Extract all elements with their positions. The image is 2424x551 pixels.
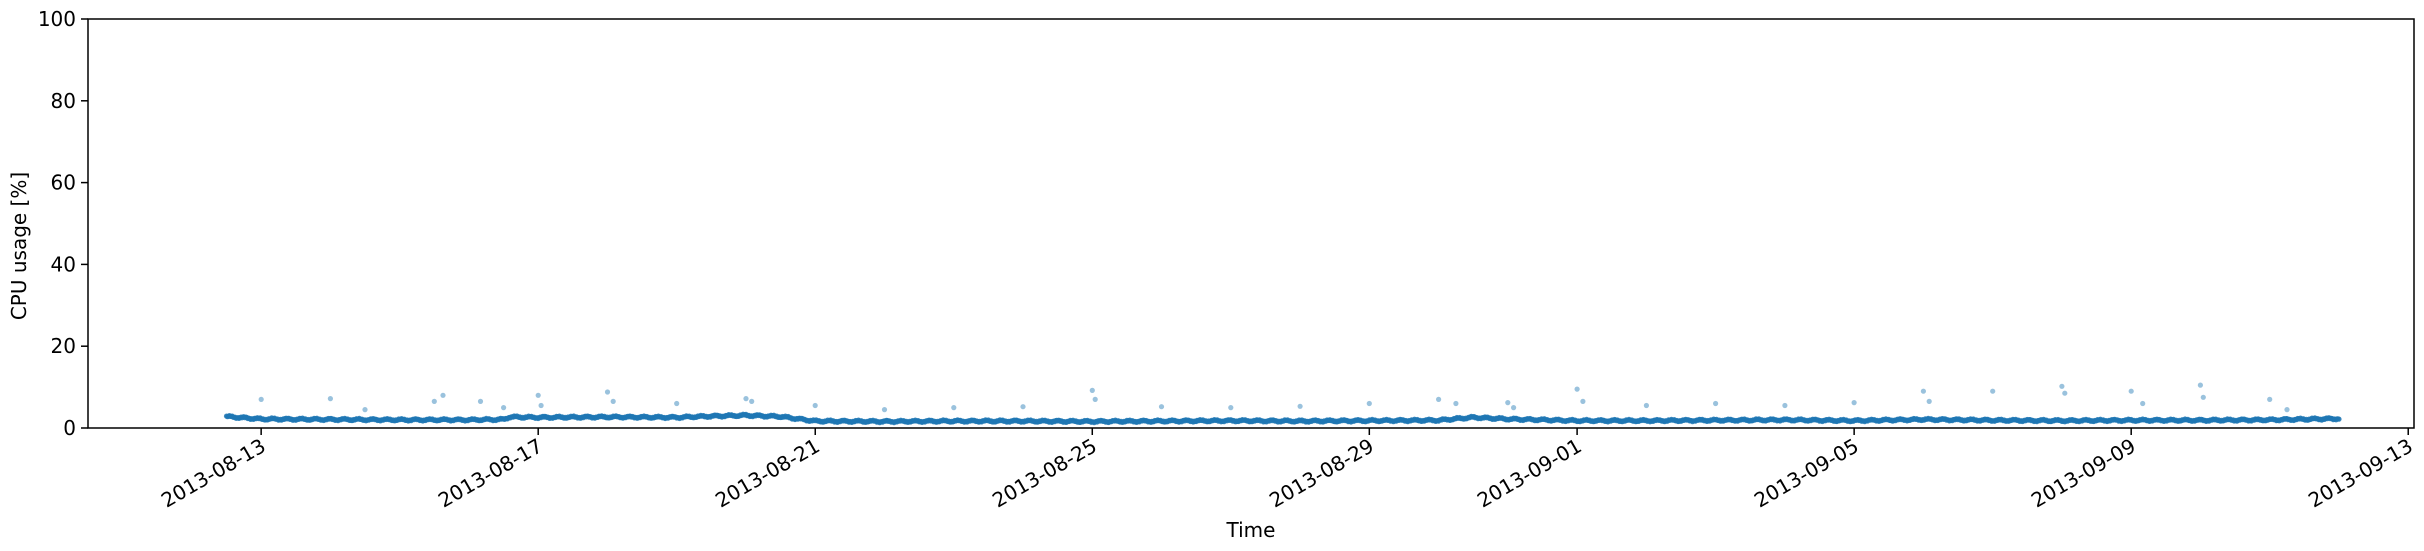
outlier-point	[674, 400, 680, 407]
outlier-point	[1453, 400, 1459, 407]
outlier-point	[2200, 394, 2206, 400]
outlier-point	[327, 396, 333, 402]
outlier-point	[1020, 404, 1026, 410]
plot-frame	[87, 18, 2415, 429]
x-tick-label: 2013-09-09	[2027, 434, 2140, 513]
outlier-point	[951, 405, 957, 411]
plot-content	[223, 382, 2342, 426]
x-tick-label: 2013-08-17	[434, 434, 547, 513]
outlier-point	[431, 398, 437, 404]
outlier-point	[2284, 407, 2290, 413]
y-tick-label: 0	[63, 416, 76, 440]
x-tick-label: 2013-08-25	[988, 434, 1101, 513]
outlier-point	[1990, 388, 1996, 394]
outlier-point	[535, 392, 541, 398]
outlier-point	[2059, 383, 2065, 389]
outlier-point	[1511, 405, 1517, 411]
x-axis-label: Time	[1226, 518, 1276, 542]
x-tick-label: 2013-08-13	[157, 434, 270, 513]
y-tick-label: 100	[38, 7, 76, 31]
outlier-point	[1782, 402, 1788, 409]
outlier-point	[749, 398, 755, 404]
outlier-point	[881, 407, 888, 413]
outlier-point	[2140, 400, 2146, 407]
outlier-point	[1366, 400, 1372, 407]
outlier-point	[1228, 405, 1234, 411]
outlier-point	[362, 407, 368, 413]
outlier-point	[1926, 398, 1932, 404]
outlier-point	[1574, 386, 1580, 392]
outlier-point	[1436, 396, 1442, 402]
y-tick-label: 60	[51, 171, 76, 195]
outlier-point	[440, 392, 446, 398]
outlier-point	[1158, 404, 1165, 410]
outlier-point	[1089, 387, 1095, 393]
outlier-point	[1505, 400, 1511, 406]
x-tick-label: 2013-09-13	[2304, 434, 2417, 513]
y-tick-label: 80	[51, 89, 76, 113]
outlier-point	[477, 398, 484, 404]
outlier-point	[1851, 400, 1857, 406]
data-point	[2336, 416, 2342, 422]
outlier-point	[501, 405, 507, 411]
y-axis-label: CPU usage [%]	[7, 172, 31, 320]
outlier-point	[1713, 400, 1719, 407]
outlier-point	[604, 389, 611, 395]
x-tick-label: 2013-09-01	[1473, 434, 1586, 513]
outlier-point	[812, 402, 818, 409]
x-tick-label: 2013-08-21	[711, 434, 824, 513]
outlier-point	[2128, 388, 2134, 394]
outlier-point	[1092, 396, 1098, 402]
outlier-point	[1297, 403, 1303, 409]
outlier-point	[1920, 388, 1926, 394]
x-tick-label: 2013-09-05	[1750, 434, 1863, 513]
outlier-point	[1580, 398, 1586, 404]
y-tick-label: 20	[51, 334, 76, 358]
outlier-point	[1643, 402, 1649, 409]
y-tick-label: 40	[51, 252, 76, 276]
outlier-point	[538, 402, 544, 409]
outlier-point	[610, 398, 616, 404]
outlier-point	[2267, 396, 2273, 402]
x-axis: 2013-08-13 2013-08-17 2013-08-21 2013-08-25…	[157, 428, 2417, 512]
outlier-point	[2197, 382, 2203, 388]
outlier-point	[2062, 390, 2068, 396]
outlier-point	[258, 396, 264, 402]
y-axis: 0 20 40 60 80 100	[38, 7, 88, 440]
x-tick-label: 2013-08-29	[1265, 434, 1378, 513]
outlier-point	[743, 396, 749, 402]
